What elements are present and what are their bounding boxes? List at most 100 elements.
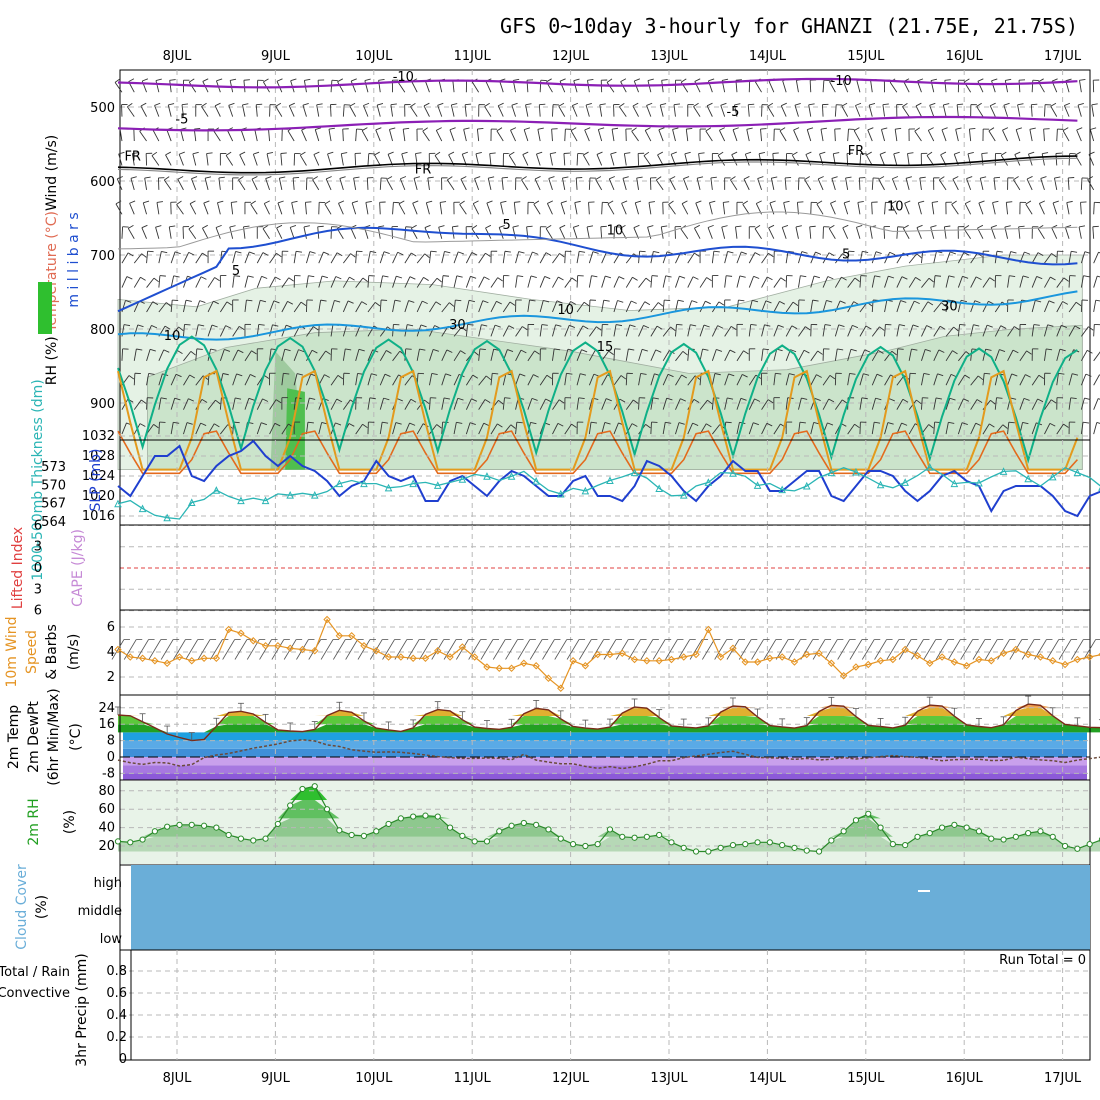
wind-speed-point [975, 655, 983, 664]
pressure-axis-label: m i l l i b a r s [66, 212, 82, 307]
wind-barb [891, 178, 898, 191]
wind-barb [943, 226, 947, 239]
wind-barb [484, 106, 492, 117]
wind-barb [318, 300, 322, 313]
wind-barb [485, 81, 492, 93]
wind-barb-flag [581, 349, 588, 353]
wind-barb [292, 177, 295, 190]
wind-barb-flag [887, 422, 894, 425]
wind-barb-flag [1095, 299, 1100, 302]
wind-barb [831, 178, 836, 191]
wind-barb [601, 202, 603, 215]
wind-barb-flag [993, 176, 1001, 179]
wind-barb-flag [160, 397, 167, 400]
wind-barb-flag [371, 373, 378, 376]
wind-barb-flag [325, 350, 331, 355]
wind-speed-point [237, 629, 245, 637]
wind-barb [921, 325, 927, 337]
wind-10m-barb [702, 639, 715, 660]
wind-barb [662, 350, 670, 362]
wind-barb [552, 276, 559, 288]
wind-barb [576, 275, 579, 288]
wind-barb-flag [960, 299, 968, 303]
wind-barb-flag [260, 299, 267, 303]
wind-barb [355, 277, 364, 288]
wind-barb [460, 178, 467, 191]
wind-barb-flag [352, 200, 359, 204]
thickness-point [163, 513, 171, 522]
wind-barb [244, 398, 250, 410]
wind-barb-flag [619, 398, 626, 403]
wind-barb-flag [622, 176, 629, 179]
wind-barb-flag [543, 299, 550, 303]
wind-barb-flag [595, 176, 602, 180]
wind-barb-flag [1025, 374, 1031, 378]
wind-barb [302, 105, 307, 117]
wind-barb [1051, 227, 1058, 239]
wind-barb-flag [303, 225, 310, 228]
wind-barb [672, 129, 676, 142]
wind-barb [177, 179, 184, 191]
wind-barb [907, 153, 910, 166]
thickness-point [876, 480, 885, 489]
date-label-bottom: 10JUL [355, 1071, 393, 1086]
wind-barb-flag [1075, 301, 1082, 307]
wind-barb-flag [1077, 102, 1084, 106]
wind-10m-barb [419, 639, 432, 660]
wind-barb [330, 300, 335, 313]
wind-speed-point [507, 664, 516, 672]
wind-barb-flag [582, 325, 589, 330]
wind-barb-flag [407, 324, 414, 327]
wind-barb-flag [361, 127, 368, 131]
wind-barb [327, 153, 332, 166]
wind-barb [158, 349, 165, 362]
wind-barb-flag [1038, 374, 1045, 380]
wind-barb-flag [809, 225, 816, 228]
wind-barb [964, 203, 972, 215]
wind-barb-flag [874, 275, 881, 278]
wind-barb [945, 374, 952, 386]
wind-barb [724, 275, 727, 288]
wind-barb-flag [996, 250, 1003, 253]
wind-barb-flag [735, 225, 742, 228]
rh-tick-label: 20 [98, 839, 115, 854]
wind-barb [586, 226, 590, 239]
date-label-bottom: 11JUL [454, 1071, 492, 1086]
wind-barb [572, 227, 578, 239]
wind-barb-flag [386, 350, 392, 354]
wind-barb [465, 422, 471, 435]
wind-speed-point [864, 660, 872, 669]
date-label-top: 13JUL [650, 49, 688, 64]
date-label-top: 17JUL [1044, 49, 1082, 64]
wind-barb [921, 349, 926, 361]
wind-barb [539, 398, 547, 410]
wind-barb-flag [520, 349, 527, 354]
wind-barb-flag [215, 399, 221, 405]
wind-barb [636, 177, 640, 190]
wind-barb [429, 397, 431, 410]
rh-point [742, 841, 749, 848]
rh-point [569, 841, 577, 848]
wind-speed-point [766, 654, 774, 662]
wind-barb [956, 104, 959, 117]
wind-barb [441, 251, 445, 264]
wind-barb [830, 203, 836, 215]
wind-barb-flag [680, 398, 687, 402]
wind-barb-flag [265, 176, 272, 179]
wind-barb [429, 373, 433, 386]
wind-barb-flag [695, 200, 702, 204]
wind-barb-flag [313, 151, 320, 155]
wind-barb [871, 422, 875, 435]
wind-barb [1089, 129, 1095, 142]
wind-barb [884, 422, 889, 435]
wind-barb [269, 324, 273, 337]
wind-barb [490, 301, 497, 313]
wind-barb [675, 276, 680, 288]
wind-barb-flag [1049, 422, 1056, 427]
wind-barb-flag [316, 103, 323, 106]
rh-point [631, 834, 638, 841]
wind-barb [490, 349, 495, 361]
wind-10m-barb [210, 639, 223, 660]
wind-barb [970, 375, 979, 386]
rh-tick-label: 60 [98, 802, 115, 817]
